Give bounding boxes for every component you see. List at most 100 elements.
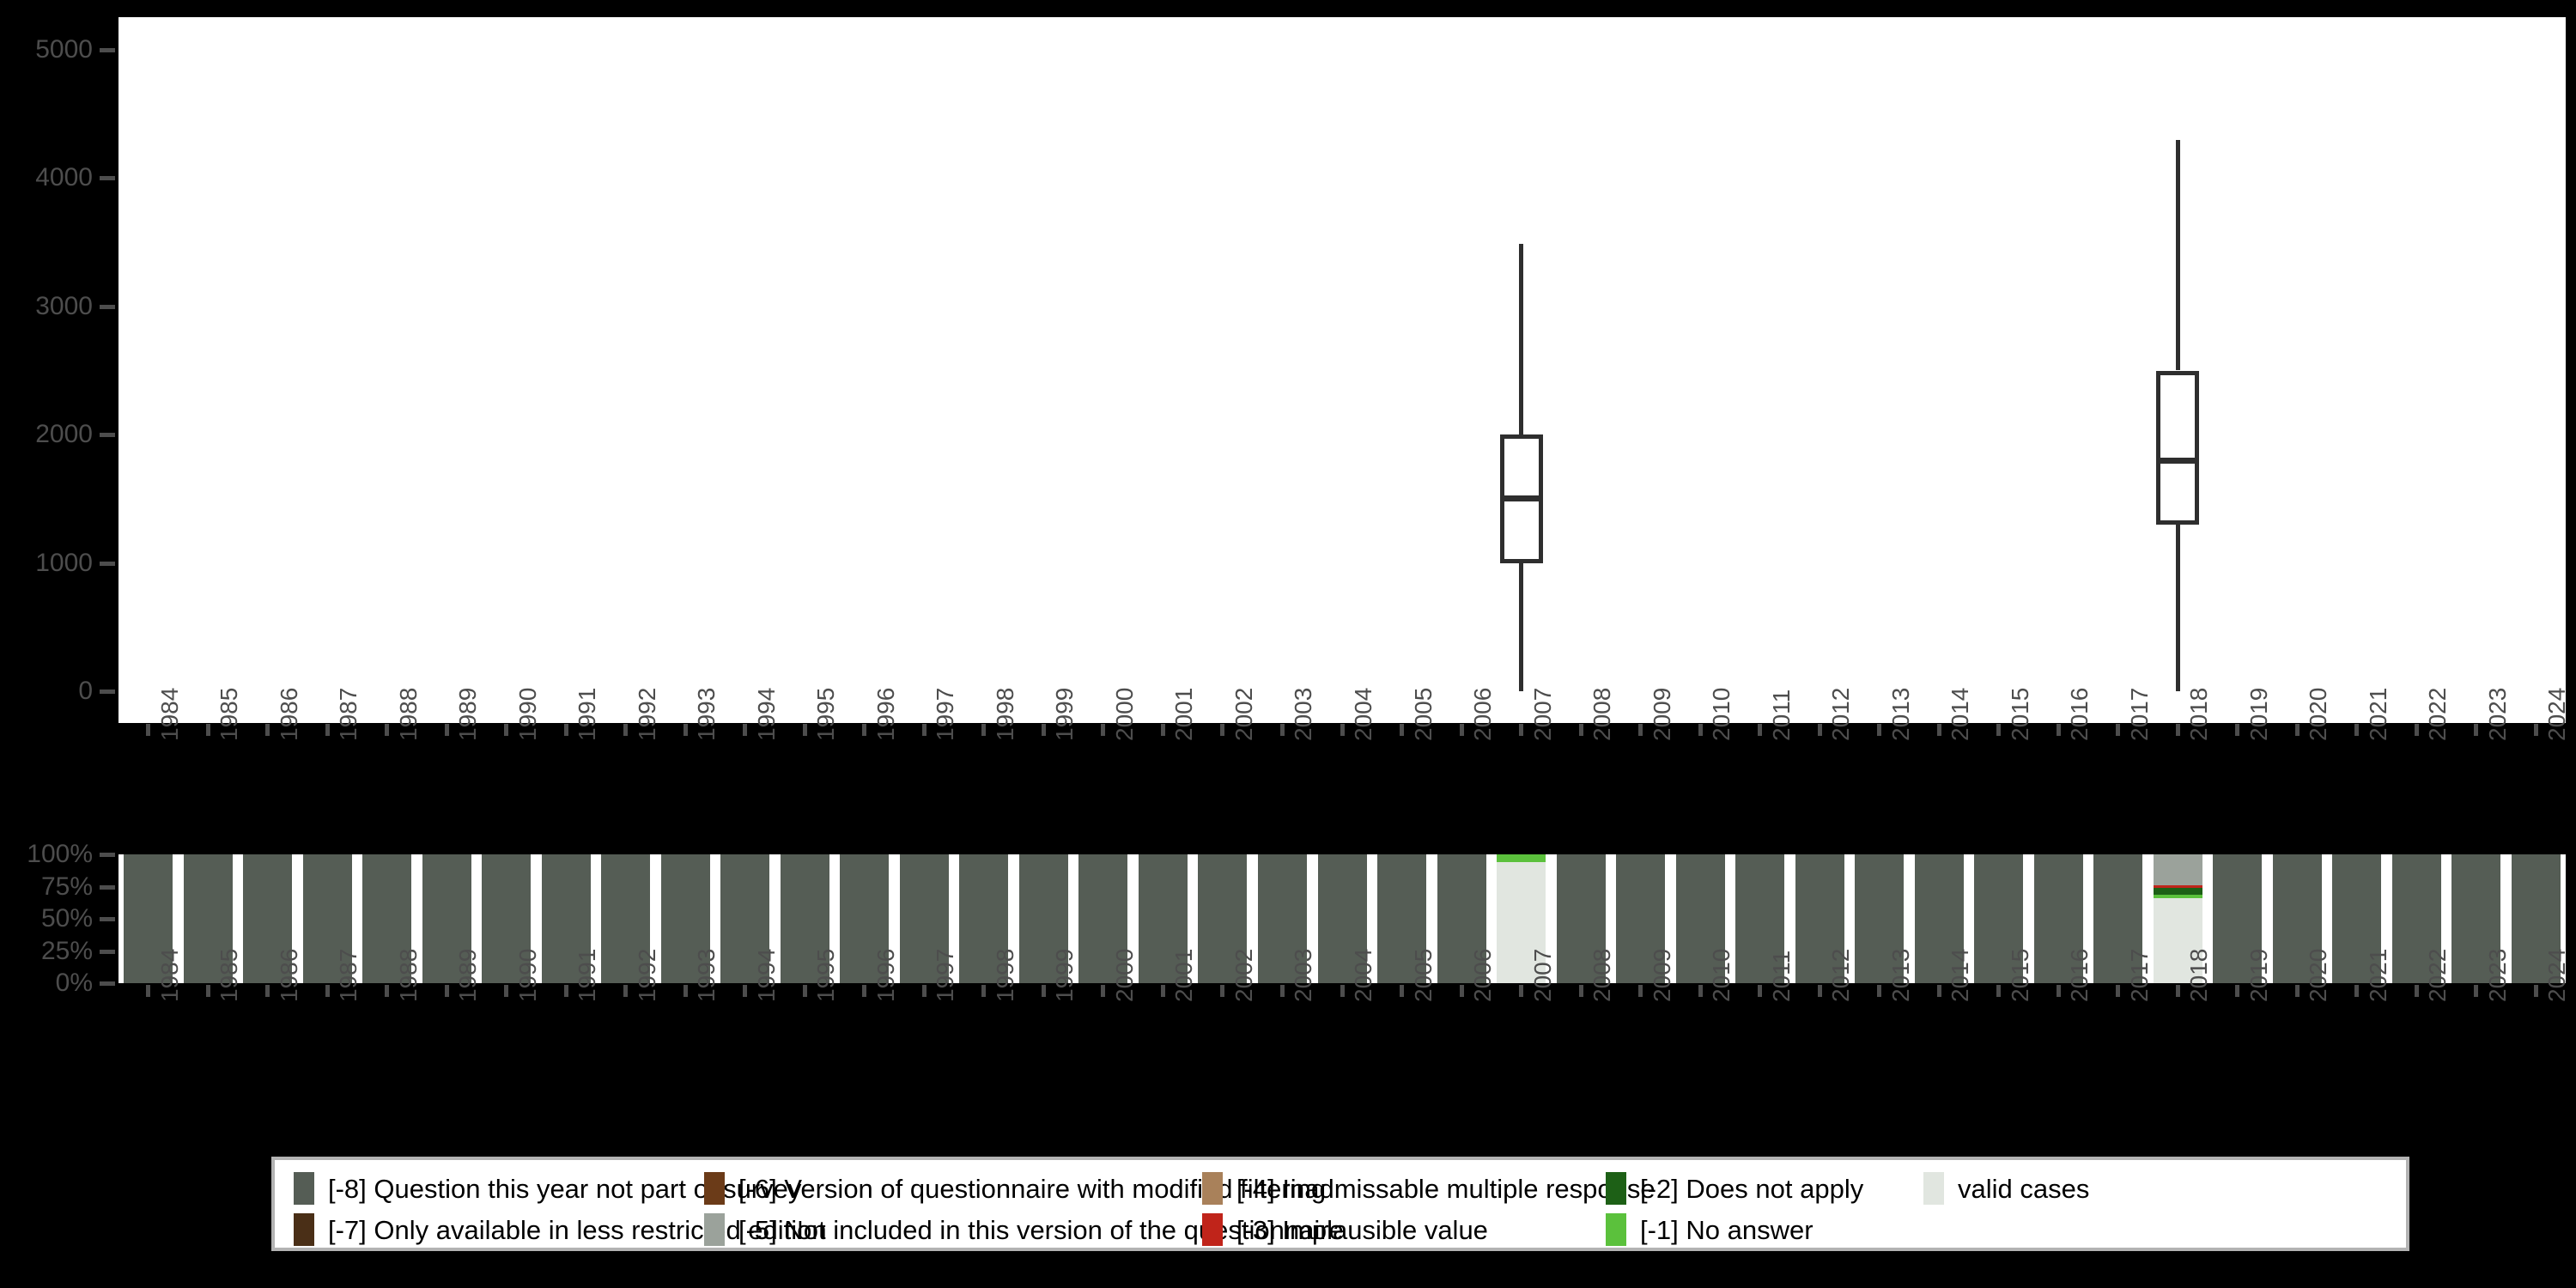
percent-bar-segment[interactable] bbox=[1138, 854, 1188, 983]
percent-bar[interactable] bbox=[660, 854, 710, 983]
percent-bar-segment[interactable] bbox=[422, 854, 471, 983]
percent-bar-segment[interactable] bbox=[2511, 854, 2561, 983]
percent-bar-segment[interactable] bbox=[302, 854, 352, 983]
legend-item[interactable]: valid cases bbox=[1923, 1172, 2089, 1205]
percent-bar[interactable] bbox=[183, 854, 233, 983]
percent-bar-segment[interactable] bbox=[243, 854, 293, 983]
percent-bar-segment[interactable] bbox=[1257, 854, 1307, 983]
boxplot-plot-area bbox=[118, 17, 2566, 723]
percent-bar[interactable] bbox=[2511, 854, 2561, 983]
percent-bar-segment[interactable] bbox=[1437, 854, 1486, 983]
percent-bar-segment[interactable] bbox=[2153, 898, 2202, 983]
percent-bar-segment[interactable] bbox=[2033, 854, 2083, 983]
legend-item[interactable]: [-7] Only available in less restricted e… bbox=[294, 1213, 827, 1246]
percent-bar[interactable] bbox=[362, 854, 412, 983]
percent-bar-segment[interactable] bbox=[2272, 854, 2322, 983]
percent-bar-segment[interactable] bbox=[1556, 854, 1606, 983]
percent-bar-segment[interactable] bbox=[362, 854, 412, 983]
percent-bar[interactable] bbox=[840, 854, 890, 983]
percent-bar-segment[interactable] bbox=[541, 854, 591, 983]
percent-bar[interactable] bbox=[2332, 854, 2382, 983]
percent-bar-segment[interactable] bbox=[2391, 854, 2441, 983]
percent-bar[interactable] bbox=[1257, 854, 1307, 983]
percent-bar-segment[interactable] bbox=[482, 854, 532, 983]
percent-bar[interactable] bbox=[2033, 854, 2083, 983]
percent-bar[interactable] bbox=[1616, 854, 1666, 983]
percent-bar[interactable] bbox=[1795, 854, 1844, 983]
percent-bar-segment[interactable] bbox=[1377, 854, 1426, 983]
percent-bar[interactable] bbox=[1138, 854, 1188, 983]
percent-bar-segment[interactable] bbox=[1317, 854, 1367, 983]
percent-bar-segment[interactable] bbox=[660, 854, 710, 983]
percent-bar-segment[interactable] bbox=[2093, 854, 2143, 983]
percent-bar-segment[interactable] bbox=[1616, 854, 1666, 983]
percent-bar-segment[interactable] bbox=[2153, 894, 2202, 898]
percent-bar-segment[interactable] bbox=[1198, 854, 1248, 983]
percent-bar-segment[interactable] bbox=[2153, 885, 2202, 888]
percent-bar[interactable] bbox=[1855, 854, 1905, 983]
percent-bar[interactable] bbox=[124, 854, 173, 983]
percent-bar-segment[interactable] bbox=[1795, 854, 1844, 983]
percent-bar[interactable] bbox=[1018, 854, 1068, 983]
percent-bar[interactable] bbox=[2391, 854, 2441, 983]
percent-bar[interactable] bbox=[2451, 854, 2501, 983]
percent-bar-segment[interactable] bbox=[1675, 854, 1725, 983]
percent-bar-segment[interactable] bbox=[959, 854, 1009, 983]
percent-bar[interactable] bbox=[720, 854, 770, 983]
percent-x-tick-label: 2021 bbox=[2364, 948, 2391, 1002]
percent-bar[interactable] bbox=[1437, 854, 1486, 983]
percent-bar[interactable] bbox=[302, 854, 352, 983]
legend-item[interactable]: [-5] Not included in this version of the… bbox=[704, 1213, 1344, 1246]
percent-bar-segment[interactable] bbox=[183, 854, 233, 983]
percent-x-tick-label: 1994 bbox=[752, 948, 780, 1002]
percent-bar-segment[interactable] bbox=[124, 854, 173, 983]
percent-bar[interactable] bbox=[1317, 854, 1367, 983]
percent-bar[interactable] bbox=[1974, 854, 2024, 983]
percent-bar[interactable] bbox=[422, 854, 471, 983]
percent-bar[interactable] bbox=[959, 854, 1009, 983]
legend-item[interactable]: [-2] Does not apply bbox=[1606, 1172, 1863, 1205]
percent-bar[interactable] bbox=[1675, 854, 1725, 983]
percent-bar[interactable] bbox=[1735, 854, 1785, 983]
percent-bar-segment[interactable] bbox=[2153, 888, 2202, 895]
legend-item[interactable]: [-4] Inadmissable multiple response bbox=[1202, 1172, 1656, 1205]
percent-bar[interactable] bbox=[1377, 854, 1426, 983]
percent-bar[interactable] bbox=[1497, 854, 1546, 983]
percent-bar-segment[interactable] bbox=[1855, 854, 1905, 983]
percent-bar[interactable] bbox=[541, 854, 591, 983]
percent-x-tick-mark bbox=[1459, 985, 1464, 997]
percent-bar-segment[interactable] bbox=[1497, 862, 1546, 983]
percent-bar-segment[interactable] bbox=[840, 854, 890, 983]
percent-bar-segment[interactable] bbox=[1497, 854, 1546, 862]
percent-bar-segment[interactable] bbox=[601, 854, 651, 983]
percent-bar[interactable] bbox=[1078, 854, 1128, 983]
percent-bar[interactable] bbox=[1556, 854, 1606, 983]
percent-bar[interactable] bbox=[1914, 854, 1964, 983]
percent-bar[interactable] bbox=[243, 854, 293, 983]
percent-bar-segment[interactable] bbox=[1914, 854, 1964, 983]
percent-bar[interactable] bbox=[780, 854, 829, 983]
percent-bar-segment[interactable] bbox=[2332, 854, 2382, 983]
percent-bar[interactable] bbox=[601, 854, 651, 983]
percent-bar-segment[interactable] bbox=[1078, 854, 1128, 983]
percent-bar[interactable] bbox=[2213, 854, 2263, 983]
percent-bar[interactable] bbox=[899, 854, 949, 983]
percent-bar-segment[interactable] bbox=[2153, 854, 2202, 885]
percent-bar-segment[interactable] bbox=[2213, 854, 2263, 983]
percent-bar-segment[interactable] bbox=[780, 854, 829, 983]
percent-bar-segment[interactable] bbox=[720, 854, 770, 983]
percent-bar[interactable] bbox=[482, 854, 532, 983]
percent-bar-segment[interactable] bbox=[1974, 854, 2024, 983]
legend-item[interactable]: [-1] No answer bbox=[1606, 1213, 1814, 1246]
percent-bar-segment[interactable] bbox=[2451, 854, 2501, 983]
boxplot-x-tick-mark bbox=[1101, 724, 1106, 736]
percent-bar-segment[interactable] bbox=[1735, 854, 1785, 983]
percent-bar[interactable] bbox=[2093, 854, 2143, 983]
percent-bar-segment[interactable] bbox=[899, 854, 949, 983]
legend-item[interactable]: [-3] Implausible value bbox=[1202, 1213, 1488, 1246]
percent-bar[interactable] bbox=[1198, 854, 1248, 983]
legend-item[interactable]: [-6] Version of questionnaire with modif… bbox=[704, 1172, 1326, 1205]
percent-bar[interactable] bbox=[2153, 854, 2202, 983]
percent-bar[interactable] bbox=[2272, 854, 2322, 983]
percent-bar-segment[interactable] bbox=[1018, 854, 1068, 983]
